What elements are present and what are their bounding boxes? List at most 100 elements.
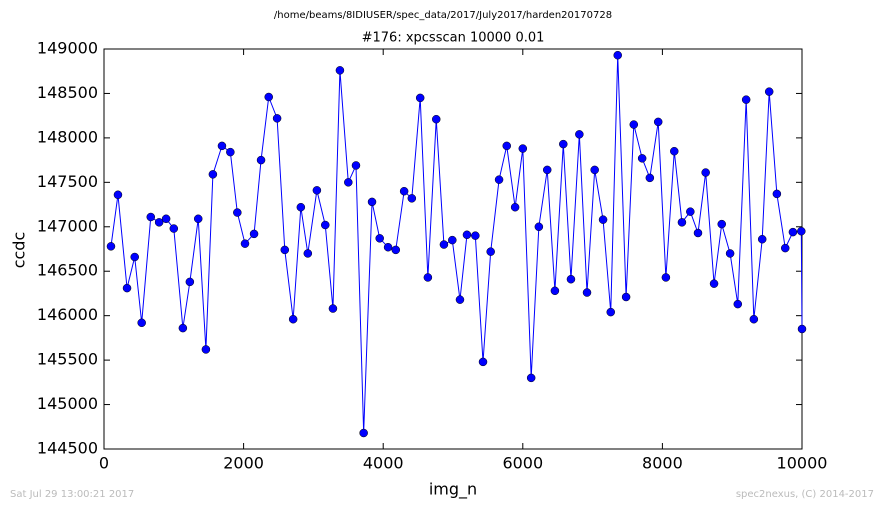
data-line bbox=[110, 55, 803, 434]
data-point bbox=[502, 141, 511, 151]
y-tick-label: 149000 bbox=[37, 39, 98, 58]
data-point bbox=[122, 283, 132, 293]
data-point bbox=[788, 227, 798, 237]
data-point bbox=[575, 130, 584, 139]
x-tick-label: 10000 bbox=[777, 454, 828, 473]
data-point bbox=[249, 229, 259, 239]
data-point bbox=[439, 240, 449, 249]
data-point bbox=[113, 190, 123, 200]
y-axis-label: ccdc bbox=[10, 232, 29, 269]
data-point bbox=[526, 373, 536, 383]
footer-left: Sat Jul 29 13:00:21 2017 bbox=[10, 489, 134, 500]
data-point bbox=[240, 239, 250, 248]
data-point bbox=[478, 357, 488, 367]
data-point bbox=[193, 214, 203, 224]
data-point bbox=[407, 194, 417, 203]
data-point bbox=[772, 189, 782, 199]
data-point bbox=[423, 273, 433, 282]
data-point bbox=[780, 243, 790, 253]
y-tick-label: 144500 bbox=[37, 439, 98, 458]
data-point bbox=[264, 92, 273, 102]
x-tick-label: 4000 bbox=[363, 454, 404, 473]
data-point bbox=[154, 218, 164, 227]
suptitle: /home/beams/8IDIUSER/spec_data/2017/July… bbox=[274, 10, 612, 21]
data-point bbox=[321, 220, 330, 230]
data-point bbox=[797, 324, 807, 334]
data-point bbox=[590, 165, 599, 175]
chart-title: #176: xpcsscan 10000 0.01 bbox=[362, 31, 545, 46]
data-point bbox=[670, 146, 679, 156]
data-point bbox=[709, 279, 719, 288]
y-tick-label: 147500 bbox=[37, 172, 98, 191]
data-point bbox=[582, 288, 592, 297]
data-point bbox=[367, 197, 377, 207]
data-point bbox=[510, 202, 520, 212]
data-point bbox=[375, 234, 384, 243]
x-tick-label: 8000 bbox=[642, 454, 683, 473]
data-point bbox=[534, 222, 544, 232]
footer-right: spec2nexus, (C) 2014-2017 bbox=[736, 489, 874, 500]
data-point bbox=[637, 154, 647, 163]
data-point bbox=[130, 252, 139, 262]
data-point bbox=[431, 114, 441, 124]
data-point bbox=[717, 219, 726, 229]
data-point bbox=[733, 299, 743, 309]
data-point bbox=[494, 175, 504, 184]
x-tick-label: 0 bbox=[99, 454, 109, 473]
data-point bbox=[542, 165, 552, 175]
data-point bbox=[288, 314, 298, 324]
data-point bbox=[613, 50, 622, 60]
x-tick-label: 2000 bbox=[223, 454, 264, 473]
data-point bbox=[693, 228, 703, 238]
data-point bbox=[749, 314, 759, 324]
y-tick-label: 145500 bbox=[37, 350, 98, 369]
data-point bbox=[415, 93, 425, 103]
data-point bbox=[741, 95, 751, 104]
data-point bbox=[399, 186, 409, 196]
data-point bbox=[272, 114, 282, 123]
data-point bbox=[391, 245, 401, 255]
data-point bbox=[233, 208, 242, 217]
data-point bbox=[471, 231, 480, 240]
data-point bbox=[797, 226, 806, 236]
data-point bbox=[598, 215, 608, 224]
plot-frame bbox=[103, 48, 803, 450]
data-point bbox=[106, 242, 116, 251]
data-point bbox=[208, 170, 218, 179]
data-point bbox=[328, 304, 338, 313]
data-point bbox=[645, 173, 655, 183]
data-point bbox=[629, 120, 639, 129]
data-point bbox=[303, 249, 313, 258]
data-point bbox=[359, 428, 368, 438]
data-point bbox=[661, 273, 671, 282]
data-point bbox=[462, 230, 472, 240]
data-point bbox=[566, 274, 576, 284]
data-point bbox=[518, 144, 528, 153]
data-point bbox=[448, 235, 457, 245]
y-tick-label: 148000 bbox=[37, 127, 98, 146]
data-point bbox=[296, 202, 306, 212]
y-tick-label: 147000 bbox=[37, 216, 98, 235]
data-point bbox=[550, 286, 560, 296]
data-point bbox=[455, 295, 465, 304]
data-point bbox=[161, 214, 171, 224]
y-tick-label: 146000 bbox=[37, 305, 98, 324]
y-tick-label: 146500 bbox=[37, 261, 98, 280]
data-point bbox=[185, 277, 195, 287]
data-point bbox=[137, 318, 146, 328]
data-point bbox=[146, 212, 156, 222]
data-point bbox=[280, 245, 290, 255]
data-point bbox=[725, 249, 735, 258]
data-point bbox=[335, 66, 345, 75]
data-point bbox=[256, 155, 266, 165]
data-point bbox=[486, 247, 495, 256]
data-point bbox=[344, 178, 353, 187]
data-point bbox=[226, 147, 235, 157]
x-tick-label: 6000 bbox=[502, 454, 543, 473]
data-point bbox=[606, 307, 615, 317]
data-point bbox=[701, 168, 710, 177]
data-point bbox=[764, 87, 774, 96]
data-point bbox=[383, 242, 393, 252]
data-point bbox=[217, 141, 227, 151]
